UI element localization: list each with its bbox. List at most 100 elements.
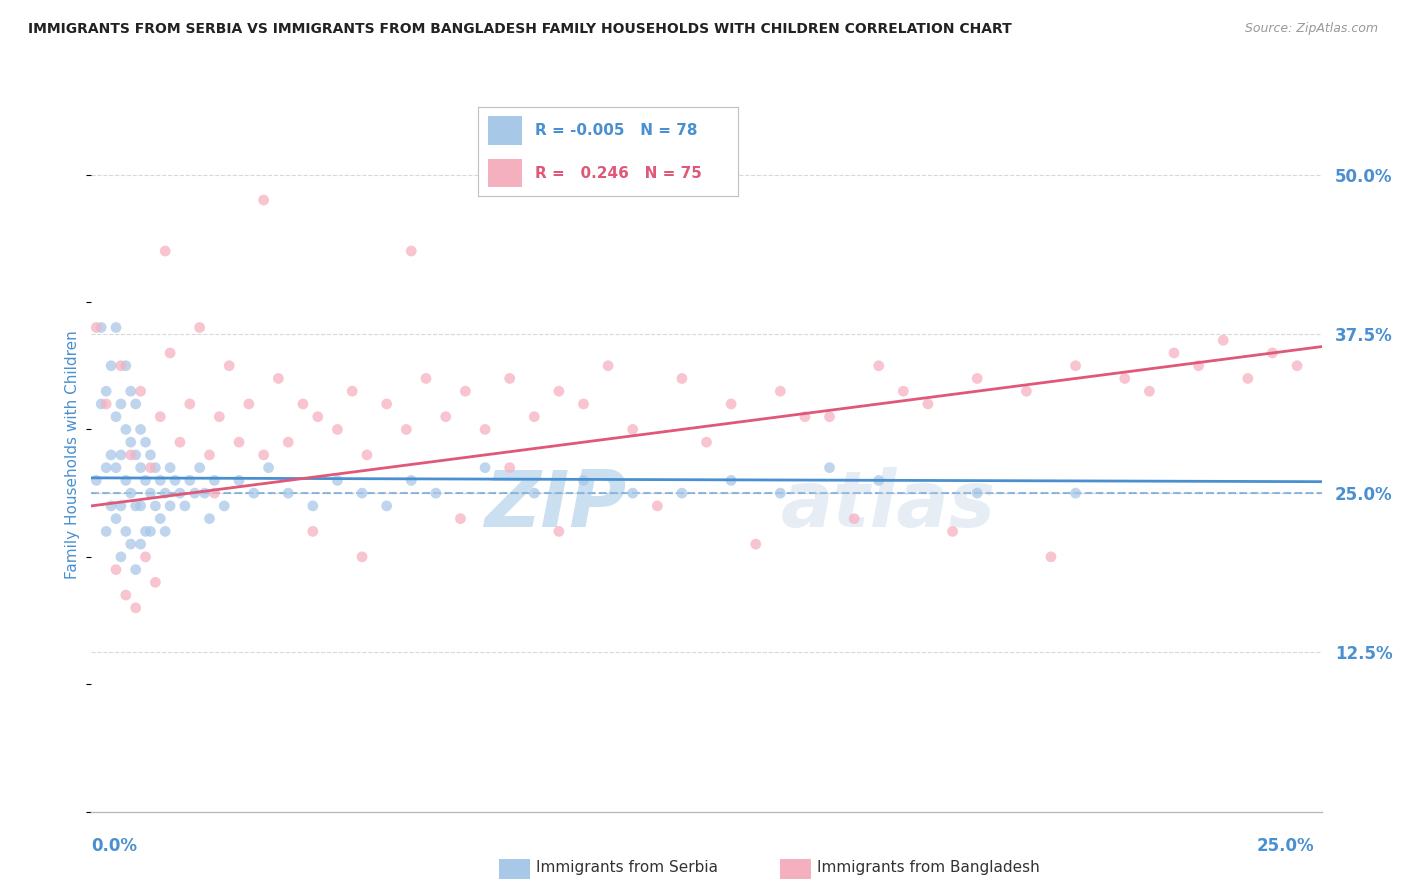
- Point: [105, 409, 127, 424]
- Point: [129, 499, 152, 513]
- Point: [793, 409, 815, 424]
- Point: [399, 474, 422, 488]
- Point: [267, 371, 290, 385]
- Point: [169, 486, 191, 500]
- Point: [277, 486, 299, 500]
- Point: [941, 524, 963, 539]
- Text: 25.0%: 25.0%: [1257, 837, 1315, 855]
- Point: [120, 435, 142, 450]
- Point: [90, 320, 112, 334]
- Point: [1064, 486, 1087, 500]
- Point: [159, 499, 181, 513]
- Point: [129, 384, 152, 399]
- Text: ZIP: ZIP: [484, 467, 627, 543]
- Point: [474, 460, 496, 475]
- Point: [139, 486, 162, 500]
- Point: [110, 448, 132, 462]
- Point: [621, 486, 644, 500]
- Point: [449, 511, 471, 525]
- Point: [523, 409, 546, 424]
- Point: [352, 549, 374, 564]
- Point: [135, 474, 156, 488]
- Bar: [488, 116, 522, 145]
- Point: [114, 359, 138, 373]
- Point: [153, 486, 177, 500]
- Point: [425, 486, 447, 500]
- Point: [135, 435, 156, 450]
- Point: [645, 499, 669, 513]
- Point: [100, 448, 122, 462]
- Point: [868, 474, 890, 488]
- Point: [434, 409, 457, 424]
- Y-axis label: Family Households with Children: Family Households with Children: [65, 331, 80, 579]
- Point: [90, 397, 112, 411]
- Point: [745, 537, 768, 551]
- Point: [572, 474, 595, 488]
- Point: [145, 460, 166, 475]
- Point: [163, 474, 186, 488]
- Point: [120, 486, 142, 500]
- Point: [149, 511, 172, 525]
- Point: [218, 359, 240, 373]
- Point: [105, 511, 127, 525]
- Point: [139, 524, 162, 539]
- Point: [352, 486, 374, 500]
- Point: [340, 384, 363, 399]
- Point: [1237, 371, 1260, 385]
- Point: [145, 575, 166, 590]
- Point: [1114, 371, 1136, 385]
- Point: [110, 359, 132, 373]
- Point: [671, 486, 693, 500]
- Point: [129, 460, 152, 475]
- Point: [174, 499, 197, 513]
- Point: [291, 397, 314, 411]
- Point: [891, 384, 914, 399]
- Point: [1261, 346, 1284, 360]
- Point: [253, 193, 276, 207]
- Point: [1187, 359, 1209, 373]
- Point: [671, 371, 693, 385]
- Point: [110, 499, 132, 513]
- Point: [86, 320, 108, 334]
- Point: [124, 600, 146, 615]
- Point: [966, 486, 988, 500]
- Point: [596, 359, 619, 373]
- Point: [100, 499, 122, 513]
- Point: [198, 448, 221, 462]
- Point: [301, 524, 323, 539]
- Point: [139, 460, 162, 475]
- Text: R = -0.005   N = 78: R = -0.005 N = 78: [536, 123, 697, 137]
- Point: [769, 384, 792, 399]
- Point: [153, 524, 177, 539]
- Point: [301, 499, 323, 513]
- Text: atlas: atlas: [780, 467, 995, 543]
- Point: [1064, 359, 1087, 373]
- Point: [120, 537, 142, 551]
- Point: [114, 422, 138, 436]
- Point: [114, 474, 138, 488]
- Point: [114, 588, 138, 602]
- Point: [135, 549, 156, 564]
- Point: [159, 460, 181, 475]
- Point: [769, 486, 792, 500]
- Point: [474, 422, 496, 436]
- Point: [326, 474, 349, 488]
- Point: [96, 384, 117, 399]
- Point: [96, 460, 117, 475]
- Point: [198, 511, 221, 525]
- Point: [96, 524, 117, 539]
- Point: [129, 537, 152, 551]
- Point: [202, 486, 225, 500]
- Point: [124, 397, 146, 411]
- Point: [917, 397, 939, 411]
- Text: Source: ZipAtlas.com: Source: ZipAtlas.com: [1244, 22, 1378, 36]
- Point: [169, 435, 191, 450]
- Point: [145, 499, 166, 513]
- Point: [86, 474, 108, 488]
- Point: [966, 371, 988, 385]
- Point: [153, 244, 177, 258]
- Point: [1039, 549, 1063, 564]
- Point: [212, 499, 235, 513]
- Point: [1285, 359, 1308, 373]
- Point: [307, 409, 329, 424]
